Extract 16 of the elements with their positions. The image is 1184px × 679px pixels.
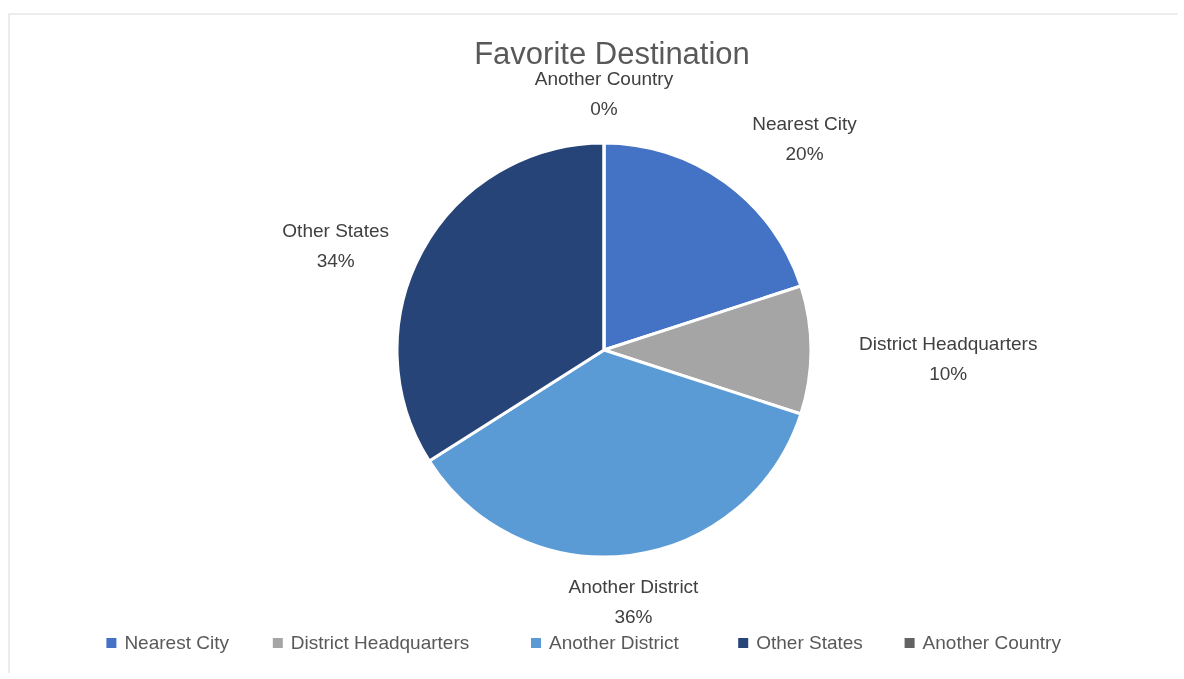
legend-label: District Headquarters bbox=[290, 632, 470, 653]
data-label: 10% bbox=[929, 363, 968, 384]
slice-label: District Headquarters bbox=[858, 333, 1038, 354]
data-label: 34% bbox=[316, 249, 355, 271]
legend-label: Nearest City bbox=[124, 632, 230, 653]
legend-label: Other States bbox=[756, 632, 863, 653]
text: 0% bbox=[590, 98, 618, 119]
slice-label: Another District bbox=[568, 576, 700, 598]
data-label: 20% bbox=[785, 142, 824, 164]
legend-label: Another District bbox=[549, 632, 680, 653]
slice-label: Other States bbox=[282, 219, 389, 241]
data-label: 36% bbox=[614, 606, 653, 628]
category-label: Another Country bbox=[534, 68, 674, 89]
chart-title: Favorite Destination bbox=[474, 36, 750, 71]
slice-label: Nearest City bbox=[752, 112, 858, 134]
legend-label: Another Country bbox=[922, 632, 1062, 653]
